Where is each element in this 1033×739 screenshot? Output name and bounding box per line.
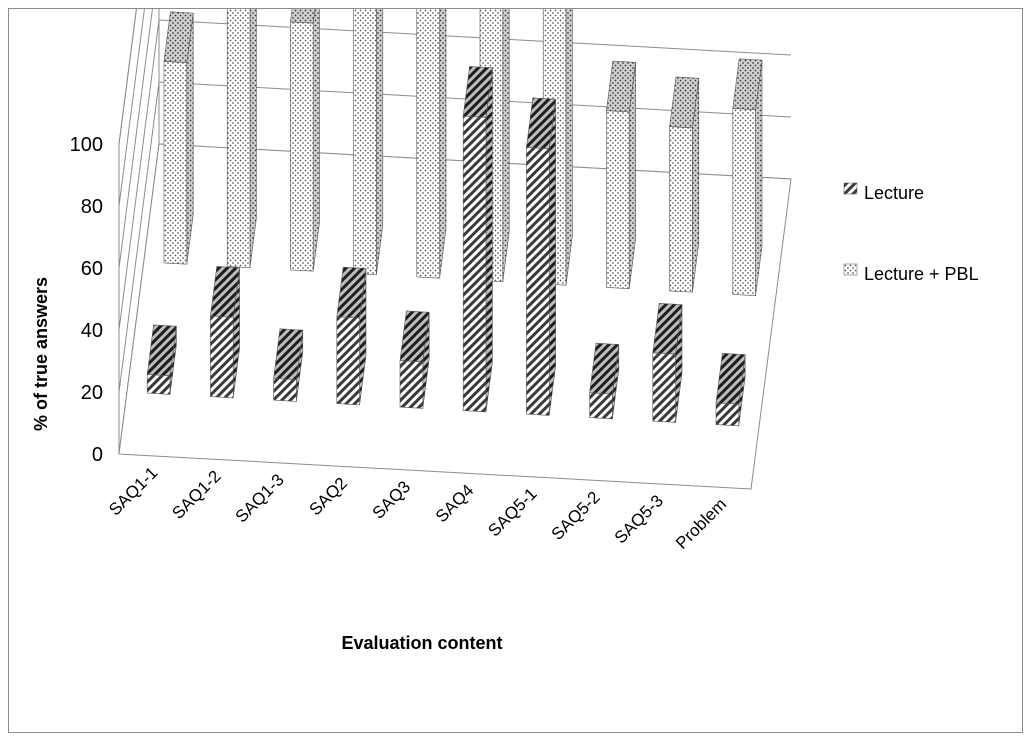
y-tick-label-0: 0 <box>92 444 103 466</box>
legend-item-lecture: Lecture <box>843 182 924 203</box>
bar-lecture-saq1-3 <box>273 328 304 402</box>
y-tick-label-100: 100 <box>70 134 103 156</box>
x-tick-label-saq1-1: SAQ1-1 <box>105 463 161 519</box>
bar-lecture-pbl-saq5-2 <box>606 60 636 290</box>
gridline-60 <box>118 0 155 269</box>
bar-lecture-pbl-saq1-1 <box>163 11 194 265</box>
x-tick-label-saq1-2: SAQ1-2 <box>168 467 224 523</box>
legend-label-lecture: Lecture <box>864 183 924 203</box>
bar-lecture-pbl-saq1-2 <box>226 0 257 269</box>
bar-lecture-saq5-3 <box>652 302 683 423</box>
chart-frame: 0 20 40 60 80 100 SAQ1-1 SAQ1-2 SAQ1-3 SAQ2 SAQ3 S… <box>8 0 1023 733</box>
bar-lecture-pbl-problem <box>732 58 763 297</box>
bar-lecture-saq4 <box>462 66 493 413</box>
x-tick-label-saq1-3: SAQ1-3 <box>232 470 288 526</box>
legend-item-lecture-pbl: Lecture + PBL <box>843 263 979 284</box>
bar-lecture-pbl-saq3 <box>416 0 447 279</box>
legend-swatch-lecture-pbl <box>843 263 858 276</box>
bar-lecture-saq3 <box>399 310 430 409</box>
y-tick-label-60: 60 <box>81 258 103 280</box>
bar-lecture-saq2 <box>336 266 367 406</box>
bar-lecture-pbl-saq2 <box>353 0 384 276</box>
y-tick-label-40: 40 <box>81 320 103 342</box>
x-tick-label-saq5-2: SAQ5-2 <box>548 488 604 544</box>
x-tick-label-saq2: SAQ2 <box>305 474 351 520</box>
bar-lecture-saq1-2 <box>210 266 240 399</box>
bar-lecture-problem <box>715 352 746 427</box>
legend: Lecture Lecture + PBL <box>843 182 979 284</box>
y-tick-labels: 0 20 40 60 80 100 <box>70 134 103 466</box>
bar-lecture-saq5-1 <box>526 97 556 416</box>
gridline-80 <box>118 0 147 207</box>
y-tick-label-20: 20 <box>81 382 103 404</box>
gridline-20 <box>118 81 792 393</box>
bar-chart-3d: 0 20 40 60 80 100 SAQ1-1 SAQ1-2 SAQ1-3 SAQ2 SAQ3 S… <box>31 0 979 653</box>
x-tick-label-saq5-1: SAQ5-1 <box>484 484 540 540</box>
bars <box>146 0 763 427</box>
legend-swatch-lecture <box>843 182 858 195</box>
legend-label-lecture-pbl: Lecture + PBL <box>864 264 979 284</box>
y-tick-label-80: 80 <box>81 196 103 218</box>
x-tick-label-saq3: SAQ3 <box>369 477 415 523</box>
bar-lecture-saq1-1 <box>146 324 177 395</box>
gridline-100 <box>118 0 139 145</box>
x-axis-title: Evaluation content <box>341 633 502 653</box>
bar-lecture-pbl-saq5-3 <box>669 76 700 293</box>
gridline-40 <box>118 19 792 331</box>
x-tick-label-saq4: SAQ4 <box>432 481 478 527</box>
x-tick-label-problem: Problem <box>672 495 730 553</box>
y-axis-title: % of true answers <box>31 277 51 431</box>
bar-lecture-saq5-2 <box>589 342 620 420</box>
x-tick-label-saq5-3: SAQ5-3 <box>611 491 667 547</box>
bar-lecture-pbl-saq1-3 <box>290 0 320 272</box>
